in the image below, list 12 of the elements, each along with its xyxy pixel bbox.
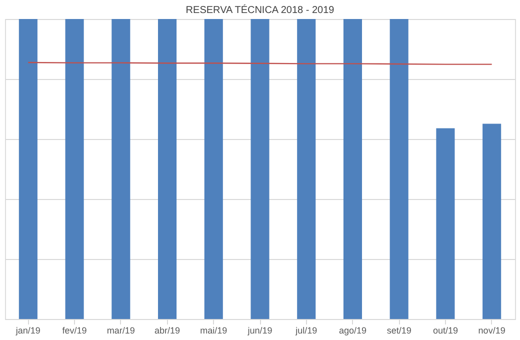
chart-title: RESERVA TÉCNICA 2018 - 2019 xyxy=(186,4,335,16)
x-tick-label: fev/19 xyxy=(62,326,87,336)
x-tick-label: out/19 xyxy=(432,326,458,336)
x-tick-label: mai/19 xyxy=(200,326,228,336)
x-tick-label: jul/19 xyxy=(294,326,318,336)
x-tick-label: jun/19 xyxy=(246,326,272,336)
x-tick-label: mar/19 xyxy=(106,326,135,336)
x-tick-label: ago/19 xyxy=(338,326,366,336)
x-tick-label: nov/19 xyxy=(478,326,506,336)
x-tick-label: jan/19 xyxy=(14,326,40,336)
x-tick-label: abr/19 xyxy=(154,326,180,336)
x-tick-label: set/19 xyxy=(386,326,412,336)
